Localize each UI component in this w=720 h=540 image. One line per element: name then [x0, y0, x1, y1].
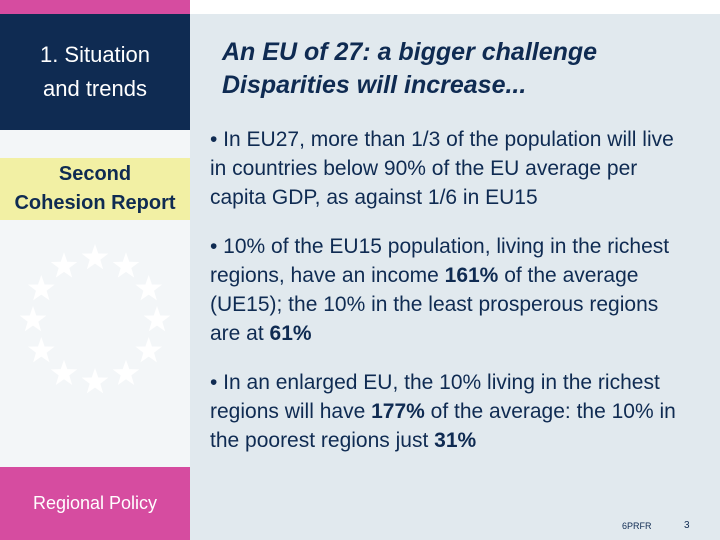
bullet-item: • In an enlarged EU, the 10% living in t…	[210, 368, 690, 455]
bullet-text: • 10% of the EU15 population, living in …	[210, 235, 670, 287]
headline-line-1: An EU of 27: a bigger challenge	[222, 38, 598, 66]
bullet-text: of the average (UE15); the 10% in the le…	[210, 264, 659, 345]
report-band	[0, 158, 190, 220]
bullet-item: • In EU27, more than 1/3 of the populati…	[210, 128, 674, 209]
star-icon	[143, 306, 171, 332]
page-number: 3	[684, 520, 690, 531]
headline: An EU of 27: a bigger challenge Disparit…	[222, 36, 712, 102]
star-icon	[81, 368, 109, 394]
bullet-highlight: 161%	[444, 264, 499, 287]
section-box: 1. Situation and trends	[0, 14, 190, 130]
bullet-text: of the average: the 10% in the poorest r…	[210, 400, 676, 452]
report-label: Second Cohesion Report	[14, 163, 176, 214]
star-icon	[27, 337, 55, 363]
footer-label: Regional Policy	[32, 493, 158, 513]
bullet-item: • 10% of the EU15 population, living in …	[210, 232, 690, 348]
bullet-list: • In EU27, more than 1/3 of the populati…	[210, 125, 690, 475]
bullet-highlight: 31%	[434, 429, 477, 452]
star-icon	[135, 275, 163, 301]
star-icon	[135, 337, 163, 363]
star-icon	[50, 252, 78, 278]
footer-note: 6PRFR	[622, 521, 652, 531]
footer-box: Regional Policy	[0, 467, 190, 540]
star-icon	[27, 275, 55, 301]
bullet-text: • In an enlarged EU, the 10% living in t…	[210, 371, 660, 423]
star-icon	[19, 306, 47, 332]
star-icon	[112, 359, 140, 386]
bullet-highlight: 177%	[371, 400, 425, 423]
star-icon	[50, 359, 78, 386]
star-icon	[112, 252, 140, 278]
eu-flag-stars-icon	[19, 244, 171, 394]
star-icon	[81, 244, 109, 270]
top-accent-bar	[0, 0, 190, 14]
headline-line-2: Disparities will increase...	[222, 71, 527, 99]
bullet-highlight: 61%	[269, 322, 312, 345]
section-title: 1. Situation and trends	[39, 42, 151, 101]
